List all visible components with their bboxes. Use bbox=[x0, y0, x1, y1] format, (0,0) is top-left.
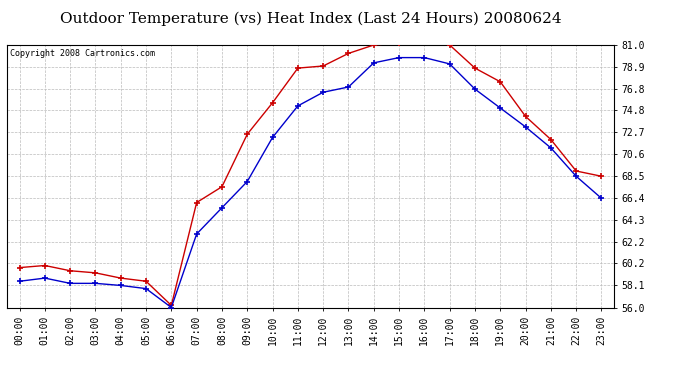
Text: Copyright 2008 Cartronics.com: Copyright 2008 Cartronics.com bbox=[10, 49, 155, 58]
Text: Outdoor Temperature (vs) Heat Index (Last 24 Hours) 20080624: Outdoor Temperature (vs) Heat Index (Las… bbox=[60, 11, 561, 26]
